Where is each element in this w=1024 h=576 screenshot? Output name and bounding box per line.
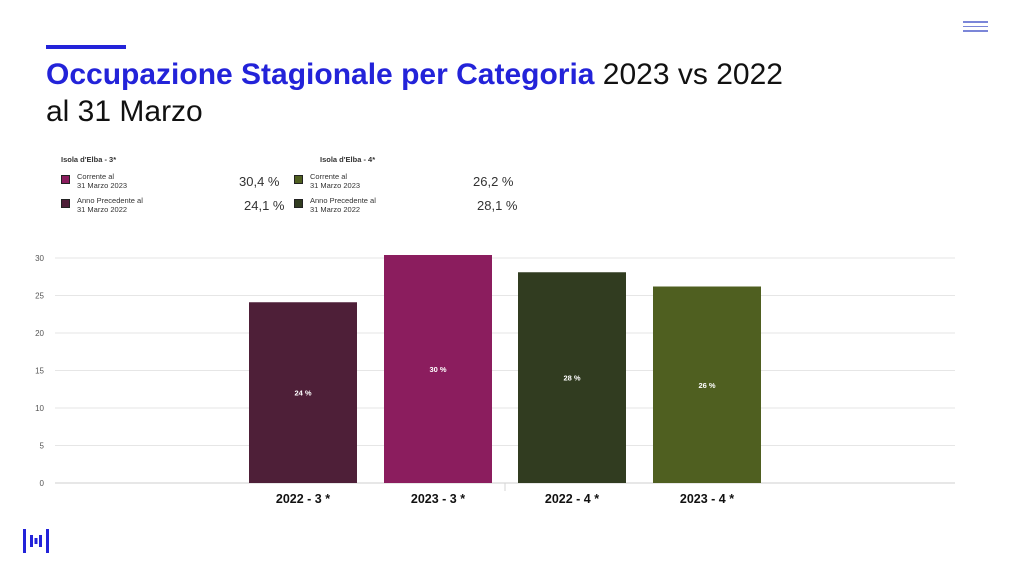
legend-swatch	[61, 199, 70, 208]
brand-logo-icon	[23, 529, 49, 553]
y-tick-label: 0	[40, 479, 45, 488]
menu-icon[interactable]	[963, 21, 988, 33]
legend-label: Corrente al 31 Marzo 2023	[77, 172, 128, 190]
legend-4-star: Isola d'Elba - 4* Corrente al 31 Marzo 20…	[294, 155, 534, 220]
x-tick-label: 2022 - 4 *	[545, 492, 599, 506]
legend-title: Isola d'Elba - 3*	[61, 155, 117, 164]
legend-value: 24,1 %	[244, 198, 285, 213]
legend-value: 28,1 %	[477, 198, 518, 213]
legend-row: Anno Precedente al 31 Marzo 2022 28,1 %	[294, 196, 534, 220]
y-tick-label: 5	[40, 442, 45, 451]
page-title: Occupazione Stagionale per Categoria 202…	[46, 56, 966, 130]
title-line2: al 31 Marzo	[46, 95, 203, 128]
legend-label: Anno Precedente al 31 Marzo 2022	[77, 196, 143, 214]
legend-swatch	[61, 175, 70, 184]
legend-title: Isola d'Elba - 4*	[320, 155, 376, 164]
bar-data-label: 28 %	[563, 374, 580, 383]
title-highlight: Occupazione Stagionale per Categoria	[46, 58, 595, 91]
bar	[518, 272, 626, 483]
x-tick-label: 2023 - 3 *	[411, 492, 465, 506]
x-tick-label: 2022 - 3 *	[276, 492, 330, 506]
y-tick-label: 30	[35, 254, 44, 263]
accent-line	[46, 45, 126, 49]
legend-label: Corrente al 31 Marzo 2023	[310, 172, 361, 190]
y-tick-label: 20	[35, 329, 44, 338]
bar-data-label: 24 %	[294, 389, 311, 398]
legend-value: 30,4 %	[239, 174, 280, 189]
legend-value: 26,2 %	[473, 174, 514, 189]
bar-data-label: 26 %	[698, 381, 715, 390]
y-tick-label: 10	[35, 404, 44, 413]
legend-row: Anno Precedente al 31 Marzo 2022 24,1 %	[61, 196, 291, 220]
y-tick-label: 25	[35, 292, 44, 301]
legend-swatch	[294, 199, 303, 208]
bar-chart: 0 5 10 15 20 25 30 24 % 2022 - 3 * 30 % 2023 - 3 *…	[35, 254, 955, 506]
x-tick-label: 2023 - 4 *	[680, 492, 734, 506]
y-tick-label: 15	[35, 367, 44, 376]
bar	[249, 302, 357, 483]
legend-row: Corrente al 31 Marzo 2023 30,4 %	[61, 172, 291, 196]
bar-data-label: 30 %	[429, 365, 446, 374]
legend-3-star: Isola d'Elba - 3* Corrente al 31 Marzo 20…	[61, 155, 291, 220]
title-rest: 2023 vs 2022	[594, 58, 783, 91]
legend-swatch	[294, 175, 303, 184]
legend-label: Anno Precedente al 31 Marzo 2022	[310, 196, 376, 214]
bar	[653, 286, 761, 483]
bar	[384, 255, 492, 483]
legend-row: Corrente al 31 Marzo 2023 26,2 %	[294, 172, 534, 196]
